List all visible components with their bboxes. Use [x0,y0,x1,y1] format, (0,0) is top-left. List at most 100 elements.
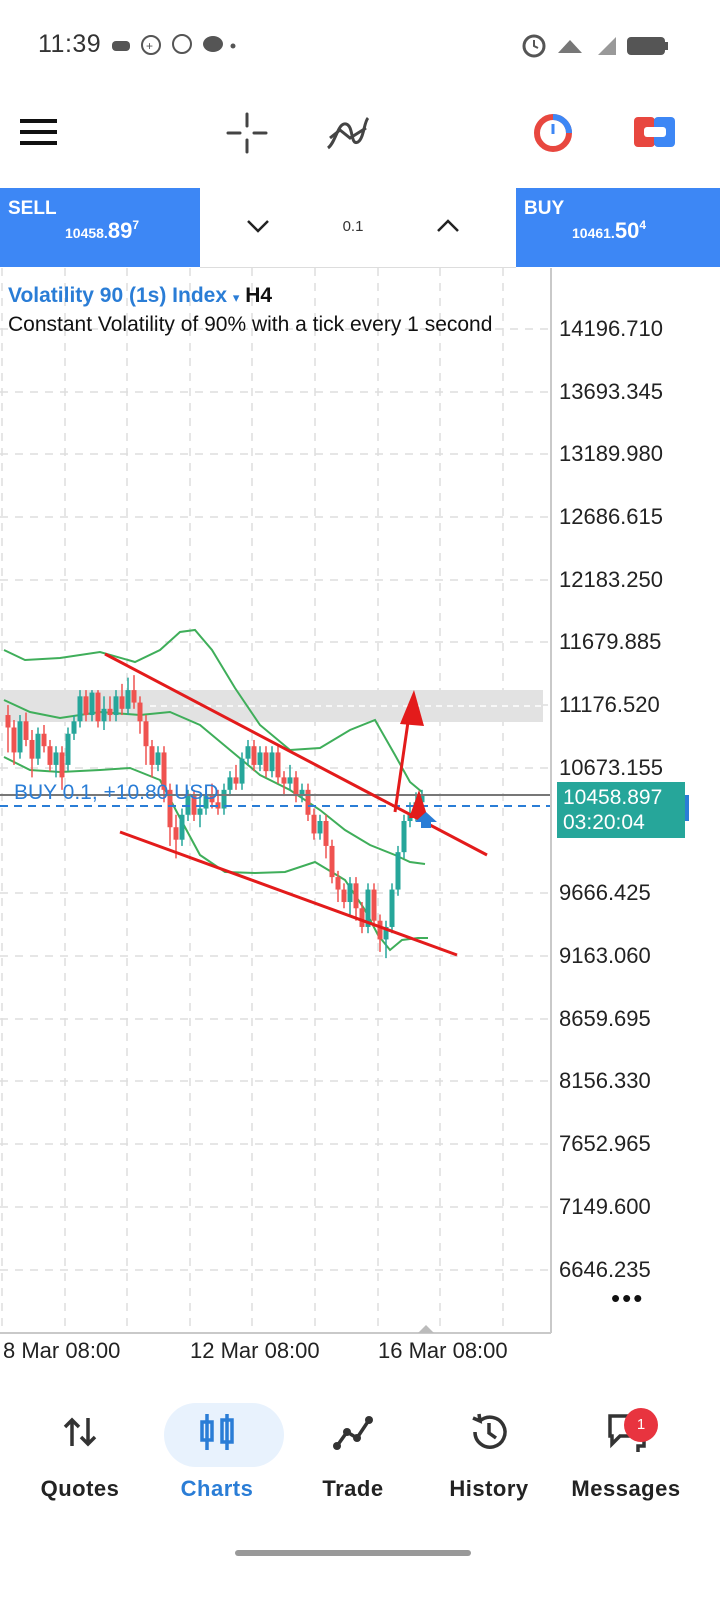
price-axis-label: 9163.060 [559,943,651,968]
candle [383,920,389,959]
candle [11,720,17,765]
menu-icon[interactable] [20,115,60,149]
candle-body [35,733,41,759]
candle-body [197,808,203,815]
candle [335,870,341,903]
symbol-description: Constant Volatility of 90% with a tick e… [8,313,493,336]
candle-countdown: 03:20:04 [563,811,645,834]
crosshair-icon[interactable] [226,112,268,154]
candle-body [299,789,305,797]
candle-body [269,752,275,772]
candle [143,715,149,765]
candle-body [113,696,119,716]
nav-messages[interactable]: Messages [556,1388,696,1518]
candle-body [101,708,107,722]
one-click-trading-icon[interactable] [532,112,574,154]
candle [389,883,395,934]
buy-button[interactable]: BUY 10461.504 [516,188,720,267]
candle [239,752,245,790]
candle [377,914,383,952]
candle [227,771,233,797]
candle-body [71,721,77,734]
symbol-dropdown-icon[interactable]: ▾ [232,290,240,305]
candle [299,783,305,803]
chevron-down-icon[interactable] [246,217,270,235]
candle [293,771,299,803]
more-options-icon[interactable]: ••• [611,1283,645,1313]
position-label[interactable]: BUY 0.1, +10.80 USD [14,781,219,804]
candle [305,783,311,822]
status-bar: 11:39 + [0,0,720,90]
active-tab-highlight [164,1403,284,1467]
price-chart[interactable] [0,268,720,1378]
indicators-icon[interactable] [326,112,370,154]
nav-charts-label: Charts [180,1476,254,1501]
nav-charts[interactable]: Charts [147,1388,287,1518]
sell-button[interactable]: SELL 10458.897 [0,188,200,267]
candle-body [47,746,53,765]
candle-body [53,752,59,765]
symbol-name[interactable]: Volatility 90 (1s) Index [8,284,228,307]
symbol-header[interactable]: Volatility 90 (1s) Index ▾ H4 [8,284,272,308]
price-axis-label: 14196.710 [559,316,663,341]
messages-badge: 1 [624,1408,658,1442]
candle-body [335,877,341,890]
candle-body [17,721,23,753]
candle-body [221,789,227,809]
candle-body [11,727,17,753]
price-axis-label: 7149.600 [559,1194,651,1219]
candle [137,696,143,734]
candle [287,764,293,790]
trade-toggle-icon[interactable] [634,117,676,149]
nav-quotes[interactable]: Quotes [10,1388,150,1518]
candle [365,883,371,934]
candle-body [59,752,65,778]
candle [281,771,287,797]
breakout-arrow-head-small [409,790,428,818]
symbol-timeframe: H4 [245,284,273,307]
candle-body [137,702,143,722]
candle-body [389,889,395,927]
candle [155,746,161,772]
breakout-arrow-shaft [393,721,410,813]
candle [95,690,101,728]
candle [131,675,137,709]
lot-value[interactable]: 0.1 [342,218,364,235]
candle-body [359,908,365,927]
candle-body [401,821,407,853]
svg-text:+: + [146,39,153,53]
candle-body [371,889,377,921]
candle-body [353,883,359,909]
candle [221,783,227,815]
candle [59,746,65,790]
price-axis-label: 9666.425 [559,880,651,905]
candle [257,746,263,772]
candle-body [317,821,323,834]
breakout-arrow-head [400,690,424,726]
candle [101,696,107,730]
nav-history[interactable]: History [419,1388,559,1518]
nav-trade[interactable]: Trade [283,1388,423,1518]
time-axis-label: 12 Mar 08:00 [190,1338,320,1363]
price-axis-label: 13189.980 [559,441,663,466]
candle [119,683,125,716]
candle [179,808,185,846]
candle-body [365,889,371,927]
price-axis-label: 10673.155 [559,755,663,780]
candle [23,712,29,747]
candle-body [293,777,299,797]
home-indicator[interactable] [235,1550,471,1556]
scroll-marker-icon [418,1325,434,1333]
gamepad-icon [112,41,130,51]
wifi-icon [558,40,582,53]
price-axis-label: 11679.885 [559,629,662,654]
candle-body [161,752,167,790]
candle [161,746,167,803]
chevron-up-icon[interactable] [436,217,460,235]
candle [71,715,77,740]
battery-icon [627,37,665,55]
candle [329,839,335,884]
sell-price: 10458.897 [65,218,139,243]
candle [395,845,401,896]
candle-body [29,739,35,759]
